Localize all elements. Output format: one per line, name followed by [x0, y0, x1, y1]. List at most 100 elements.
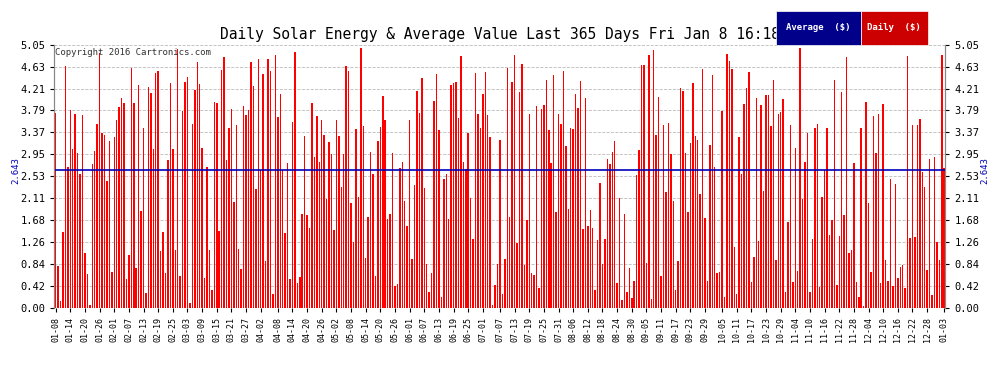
Bar: [719, 272, 721, 308]
Bar: [407, 226, 408, 308]
Bar: [858, 297, 859, 307]
Bar: [653, 50, 654, 308]
Bar: [67, 167, 68, 308]
Bar: [863, 306, 864, 308]
Bar: [138, 85, 140, 308]
Bar: [580, 81, 581, 308]
Bar: [457, 118, 459, 308]
Bar: [734, 247, 735, 308]
Bar: [541, 109, 543, 308]
Bar: [377, 141, 378, 308]
Bar: [84, 254, 86, 308]
Bar: [229, 128, 230, 308]
Bar: [772, 80, 774, 308]
Bar: [555, 212, 556, 308]
Bar: [785, 292, 786, 308]
Bar: [294, 52, 296, 308]
Bar: [612, 152, 613, 308]
Bar: [128, 255, 130, 308]
Bar: [477, 114, 479, 308]
Bar: [685, 153, 686, 308]
Bar: [905, 288, 906, 308]
Bar: [631, 298, 633, 307]
Bar: [567, 209, 569, 308]
Bar: [855, 282, 857, 308]
Bar: [236, 124, 237, 308]
Bar: [299, 278, 301, 308]
Bar: [89, 305, 90, 308]
Bar: [221, 70, 223, 308]
Bar: [436, 74, 438, 308]
Bar: [750, 282, 752, 308]
Bar: [892, 286, 894, 308]
Bar: [472, 239, 474, 308]
Bar: [267, 59, 268, 308]
Bar: [397, 284, 398, 308]
Bar: [439, 130, 440, 308]
Bar: [470, 198, 471, 308]
Bar: [462, 162, 464, 308]
Bar: [484, 72, 486, 308]
Bar: [834, 80, 836, 308]
Bar: [709, 145, 711, 308]
Bar: [777, 114, 779, 308]
Bar: [802, 199, 803, 308]
Bar: [758, 242, 759, 308]
Bar: [589, 210, 591, 308]
Bar: [304, 136, 305, 308]
Bar: [917, 124, 918, 308]
Bar: [394, 285, 396, 308]
Bar: [943, 168, 945, 308]
Bar: [311, 103, 313, 308]
Bar: [717, 273, 718, 308]
Bar: [372, 174, 374, 308]
Bar: [739, 137, 740, 308]
Bar: [133, 104, 135, 308]
Bar: [714, 167, 716, 308]
Bar: [832, 220, 833, 308]
Bar: [565, 146, 566, 308]
Bar: [214, 102, 215, 308]
Bar: [252, 86, 254, 308]
Bar: [209, 250, 210, 308]
Bar: [860, 128, 862, 308]
Bar: [868, 203, 869, 308]
Bar: [897, 279, 899, 308]
Bar: [914, 237, 916, 308]
Bar: [641, 64, 643, 308]
Bar: [402, 162, 403, 308]
Bar: [775, 260, 776, 308]
Bar: [362, 126, 364, 308]
Bar: [741, 174, 742, 308]
Bar: [667, 123, 669, 308]
Bar: [521, 64, 523, 308]
Bar: [704, 217, 706, 308]
Bar: [553, 75, 554, 307]
Bar: [748, 72, 749, 308]
Bar: [62, 231, 63, 308]
Bar: [645, 263, 647, 308]
Bar: [848, 253, 849, 308]
Bar: [260, 170, 261, 308]
Bar: [279, 94, 281, 308]
Bar: [441, 297, 443, 307]
Bar: [419, 113, 420, 308]
Bar: [431, 273, 433, 308]
Bar: [177, 49, 178, 308]
Bar: [194, 90, 196, 308]
Bar: [843, 215, 844, 308]
Bar: [572, 129, 574, 308]
Bar: [517, 243, 518, 308]
Bar: [434, 101, 435, 308]
Bar: [660, 276, 661, 308]
Bar: [655, 135, 657, 308]
Bar: [465, 169, 466, 308]
Bar: [797, 271, 799, 308]
Bar: [367, 217, 369, 308]
Bar: [399, 168, 401, 308]
Bar: [79, 174, 81, 308]
Bar: [287, 163, 288, 308]
Bar: [502, 294, 503, 307]
Bar: [767, 95, 769, 308]
Bar: [614, 141, 616, 308]
